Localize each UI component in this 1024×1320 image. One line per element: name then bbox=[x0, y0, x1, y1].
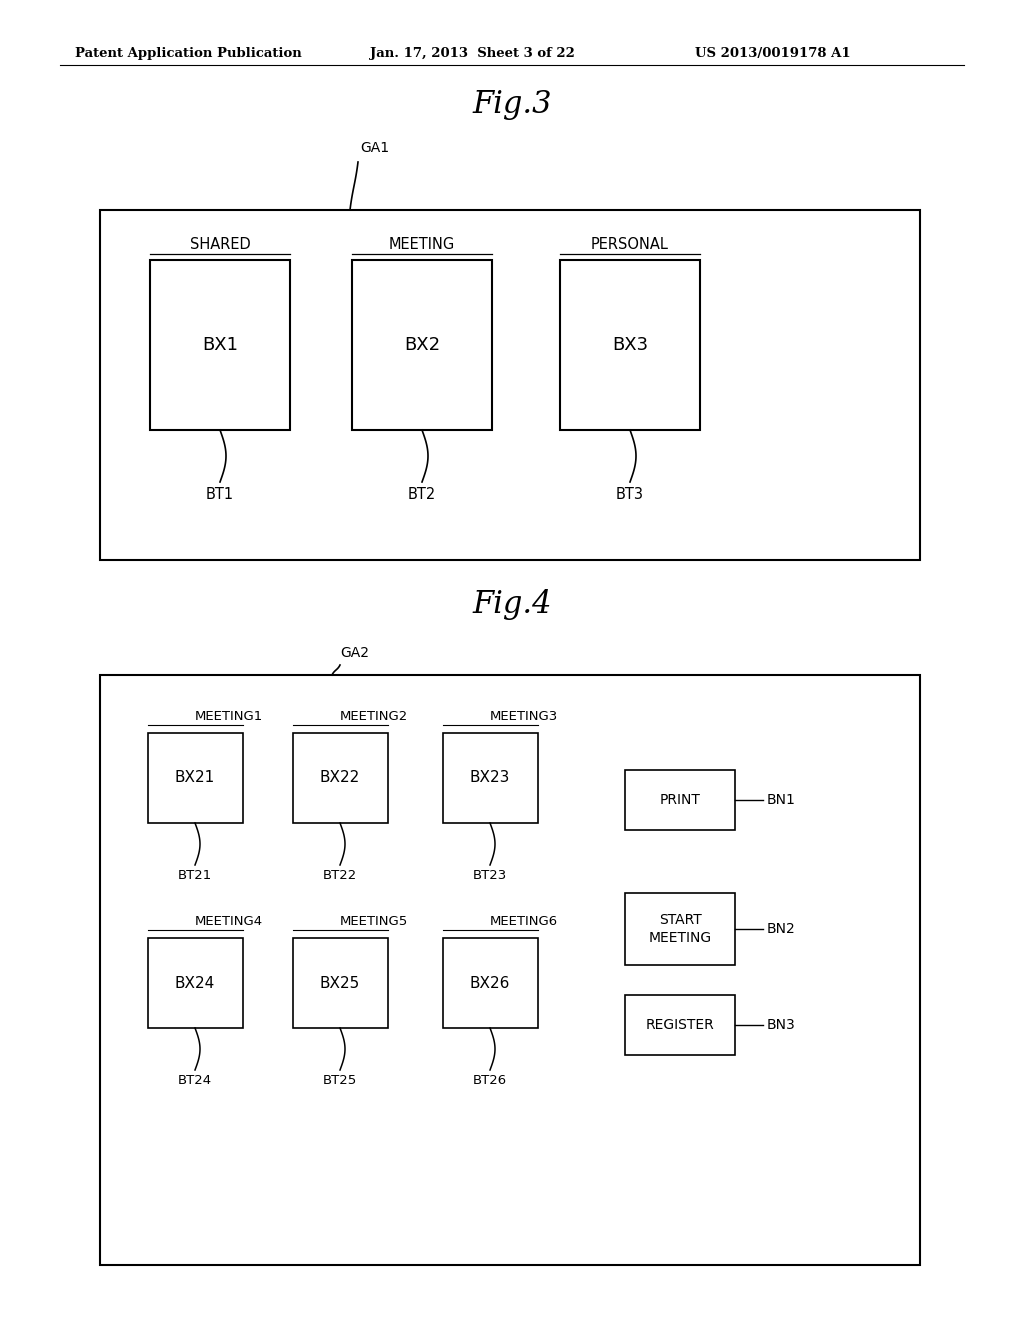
Text: BT25: BT25 bbox=[323, 1074, 357, 1086]
Text: Fig.3: Fig.3 bbox=[472, 88, 552, 120]
Bar bbox=[293, 733, 387, 822]
Text: MEETING5: MEETING5 bbox=[340, 915, 409, 928]
Text: BT26: BT26 bbox=[473, 1074, 507, 1086]
Text: BT2: BT2 bbox=[408, 487, 436, 502]
Text: BT21: BT21 bbox=[178, 869, 212, 882]
Bar bbox=[150, 260, 290, 430]
Bar bbox=[100, 675, 920, 1265]
Text: MEETING6: MEETING6 bbox=[490, 915, 558, 928]
Text: MEETING: MEETING bbox=[389, 238, 455, 252]
Text: BX24: BX24 bbox=[175, 975, 215, 990]
Text: BX22: BX22 bbox=[319, 771, 360, 785]
Bar bbox=[625, 995, 735, 1055]
Text: MEETING2: MEETING2 bbox=[340, 710, 409, 723]
Text: START
MEETING: START MEETING bbox=[648, 913, 712, 945]
Bar bbox=[442, 939, 538, 1028]
Text: BX2: BX2 bbox=[403, 337, 440, 354]
Text: MEETING1: MEETING1 bbox=[195, 710, 263, 723]
Bar bbox=[442, 733, 538, 822]
Bar bbox=[147, 939, 243, 1028]
Bar bbox=[560, 260, 700, 430]
Text: PERSONAL: PERSONAL bbox=[591, 238, 669, 252]
Text: BT22: BT22 bbox=[323, 869, 357, 882]
Bar bbox=[352, 260, 492, 430]
Text: BX23: BX23 bbox=[470, 771, 510, 785]
Text: Fig.4: Fig.4 bbox=[472, 589, 552, 620]
Text: BN3: BN3 bbox=[767, 1018, 796, 1032]
Text: GA2: GA2 bbox=[340, 645, 369, 660]
Text: REGISTER: REGISTER bbox=[645, 1018, 715, 1032]
Text: BN2: BN2 bbox=[767, 921, 796, 936]
Text: BN1: BN1 bbox=[767, 793, 796, 807]
Bar bbox=[293, 939, 387, 1028]
Text: BT1: BT1 bbox=[206, 487, 234, 502]
Text: BT24: BT24 bbox=[178, 1074, 212, 1086]
Text: BX21: BX21 bbox=[175, 771, 215, 785]
Bar bbox=[100, 210, 920, 560]
Text: BX3: BX3 bbox=[612, 337, 648, 354]
Text: Patent Application Publication: Patent Application Publication bbox=[75, 48, 302, 59]
Text: BT3: BT3 bbox=[616, 487, 644, 502]
Text: SHARED: SHARED bbox=[189, 238, 251, 252]
Bar bbox=[625, 770, 735, 830]
Text: BX1: BX1 bbox=[202, 337, 238, 354]
Text: US 2013/0019178 A1: US 2013/0019178 A1 bbox=[695, 48, 851, 59]
Text: Jan. 17, 2013  Sheet 3 of 22: Jan. 17, 2013 Sheet 3 of 22 bbox=[370, 48, 574, 59]
Bar bbox=[147, 733, 243, 822]
Text: GA1: GA1 bbox=[360, 141, 389, 154]
Text: BT23: BT23 bbox=[473, 869, 507, 882]
Bar bbox=[625, 894, 735, 965]
Text: BX25: BX25 bbox=[319, 975, 360, 990]
Text: MEETING3: MEETING3 bbox=[490, 710, 558, 723]
Text: PRINT: PRINT bbox=[659, 793, 700, 807]
Text: MEETING4: MEETING4 bbox=[195, 915, 263, 928]
Text: BX26: BX26 bbox=[470, 975, 510, 990]
